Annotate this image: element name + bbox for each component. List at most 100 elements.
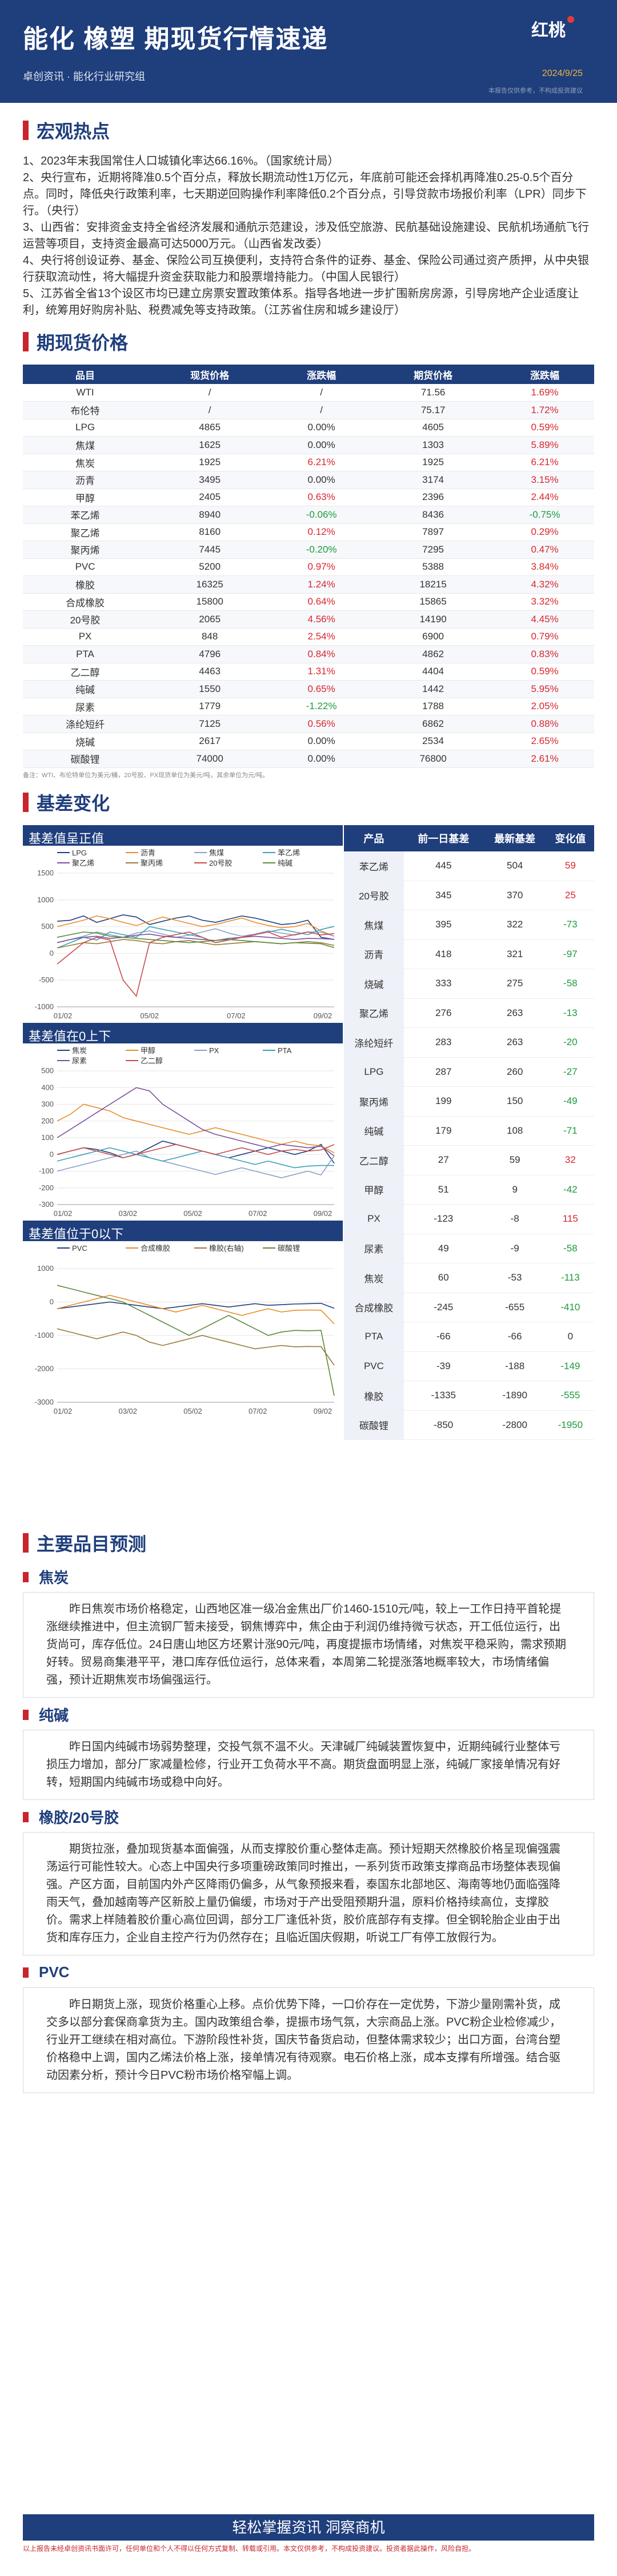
- price-cell: 涤纶短纤: [23, 715, 148, 733]
- footer-slogan: 轻松掌握资讯 洞察商机: [23, 2514, 594, 2541]
- basis-cell: 287: [403, 1057, 483, 1087]
- basis-cell: -66: [403, 1322, 483, 1352]
- basis-cell: -49: [546, 1086, 594, 1117]
- price-cell: 1925: [147, 454, 273, 471]
- basis-col-header: 最新基差: [483, 825, 547, 851]
- basis-row: PVC -39 -188 -149: [344, 1351, 594, 1381]
- footer-disclaimer: 以上报告未经卓创资讯书面许可，任何单位和个人不得以任何方式复制、转载或引用。本文…: [23, 2545, 476, 2553]
- price-cell: 5.89%: [495, 436, 594, 454]
- section-bar-icon: [23, 332, 29, 351]
- legend-label: LPG: [72, 849, 87, 857]
- arrow-icon: [23, 1967, 33, 1978]
- arrow-icon: [23, 1571, 33, 1582]
- price-row: 甲醇 2405 0.63% 2396 2.44%: [23, 489, 594, 506]
- basis-cell: 涤纶短纤: [344, 1027, 404, 1058]
- price-cell: 布伦特: [23, 401, 148, 419]
- basis-row: 甲醇 51 9 -42: [344, 1175, 594, 1205]
- basis-charts: 基差值呈正值 LPG 沥青 焦煤 苯乙烯 聚乙烯 聚丙烯 20号胶 纯碱 1500 1000 500…: [23, 825, 343, 1418]
- basis-row: 苯乙烯 445 504 59: [344, 851, 594, 881]
- basis-cell: -1335: [403, 1381, 483, 1411]
- basis-cell: 聚乙烯: [344, 998, 404, 1028]
- basis-cell: 橡胶: [344, 1381, 404, 1411]
- basis-cell: -58: [546, 1234, 594, 1263]
- price-cell: 甲醇: [23, 489, 148, 506]
- price-row: 苯乙烯 8940 -0.06% 8436 -0.75%: [23, 506, 594, 524]
- y-tick-label: 500: [41, 922, 54, 930]
- price-cell: 0.00%: [272, 419, 371, 437]
- price-cell: 0.79%: [495, 628, 594, 646]
- x-tick-label: 01/02: [54, 1209, 73, 1218]
- basis-col-header: 产品: [344, 825, 404, 851]
- basis-cell: 322: [483, 910, 547, 940]
- basis-cell: -13: [546, 998, 594, 1028]
- legend-label: 焦炭: [72, 1046, 87, 1055]
- price-cell: 8436: [371, 506, 496, 524]
- basis-cell: 108: [483, 1116, 547, 1146]
- price-row: 碳酸锂 74000 0.00% 76800 2.61%: [23, 750, 594, 768]
- price-col-header: 涨跌幅: [272, 365, 371, 384]
- x-tick-label: 05/02: [140, 1011, 159, 1020]
- y-tick-label: -100: [39, 1166, 54, 1175]
- basis-cell: -655: [483, 1293, 547, 1322]
- x-tick-label: 09/02: [314, 1011, 332, 1020]
- price-cell: 7295: [371, 541, 496, 559]
- basis-col-header: 前一日基差: [403, 825, 483, 851]
- price-row: 聚丙烯 7445 -0.20% 7295 0.47%: [23, 541, 594, 559]
- price-cell: 3495: [147, 471, 273, 489]
- basis-cell: 沥青: [344, 939, 404, 969]
- logo-text: 红桃: [531, 21, 566, 40]
- price-cell: 0.00%: [272, 733, 371, 750]
- price-table: 品目 现货价格 涨跌幅 期货价格 涨跌幅 WTI //71.56 1.69% 布伦特 //75.…: [23, 365, 594, 768]
- price-cell: WTI: [23, 384, 148, 402]
- price-cell: /: [272, 384, 371, 402]
- basis-cell: -20: [546, 1027, 594, 1058]
- section-forecast: 主要品目预测: [0, 1526, 617, 1560]
- macro-item: 3、山西省：安排资金支持全省经济发展和通航示范建设，涉及低空旅游、民航基础设施建…: [23, 221, 590, 250]
- forecast-name: 纯碱: [39, 1707, 69, 1724]
- price-cell: 0.12%: [272, 523, 371, 541]
- price-cell: 1442: [371, 680, 496, 698]
- price-cell: 3174: [371, 471, 496, 489]
- basis-row: 焦炭 60 -53 -113: [344, 1263, 594, 1293]
- basis-cell: 345: [403, 881, 483, 910]
- forecast-heading: 焦炭: [23, 1566, 594, 1589]
- y-tick-label: 400: [41, 1083, 54, 1091]
- price-row: 涤纶短纤 7125 0.56% 6862 0.88%: [23, 715, 594, 733]
- price-cell: 0.83%: [495, 645, 594, 663]
- forecast-text: 昨日焦炭市场价格稳定，山西地区准一级冶金焦出厂价1460-1510元/吨，较上一…: [23, 1591, 594, 1698]
- section-prices: 期现货价格: [0, 325, 617, 359]
- x-tick-label: 03/02: [118, 1209, 137, 1218]
- y-tick-label: 100: [41, 1133, 54, 1142]
- legend-label: 碳酸锂: [278, 1244, 300, 1253]
- price-cell: 2.54%: [272, 628, 371, 646]
- forecast-text: 昨日国内纯碱市场弱势整理，交投气氛不温不火。天津碱厂纯碱装置恢复中，近期纯碱行业…: [23, 1729, 594, 1800]
- basis-cell: 115: [546, 1204, 594, 1234]
- section-bar-icon: [23, 792, 29, 812]
- forecast-text: 昨日期货上涨，现货价格重心上移。点价优势下降，一口价存在一定优势，下游少量刚需补…: [23, 1987, 594, 2093]
- price-col-header: 品目: [23, 365, 148, 384]
- basis-row: PTA -66 -66 0: [344, 1322, 594, 1352]
- header-disclaimer: 本报告仅供参考，不构成投资建议: [488, 87, 583, 94]
- section-title-basis: 基差变化: [37, 793, 110, 814]
- price-cell: 1625: [147, 436, 273, 454]
- price-cell: 4.45%: [495, 610, 594, 629]
- price-cell: 7445: [147, 541, 273, 559]
- price-cell: 2.05%: [495, 698, 594, 715]
- basis-cell: 20号胶: [344, 881, 404, 910]
- price-cell: 沥青: [23, 471, 148, 489]
- x-tick-label: 03/02: [118, 1407, 137, 1415]
- macro-item: 4、央行将创设证券、基金、保险公司互换便利，支持符合条件的证券、基金、保险公司通…: [23, 254, 590, 283]
- basis-row: 20号胶 345 370 25: [344, 881, 594, 910]
- price-cell: PTA: [23, 645, 148, 663]
- price-row: WTI //71.56 1.69%: [23, 384, 594, 402]
- price-row: PX 848 2.54% 6900 0.79%: [23, 628, 594, 646]
- price-cell: 14190: [371, 610, 496, 629]
- basis-cell: 333: [403, 969, 483, 999]
- basis-cell: 263: [483, 998, 547, 1028]
- basis-cell: 445: [403, 851, 483, 881]
- price-cell: 5388: [371, 558, 496, 576]
- price-cell: -0.75%: [495, 506, 594, 524]
- x-tick-label: 01/02: [54, 1407, 73, 1415]
- price-cell: 6.21%: [272, 454, 371, 471]
- price-cell: 7125: [147, 715, 273, 733]
